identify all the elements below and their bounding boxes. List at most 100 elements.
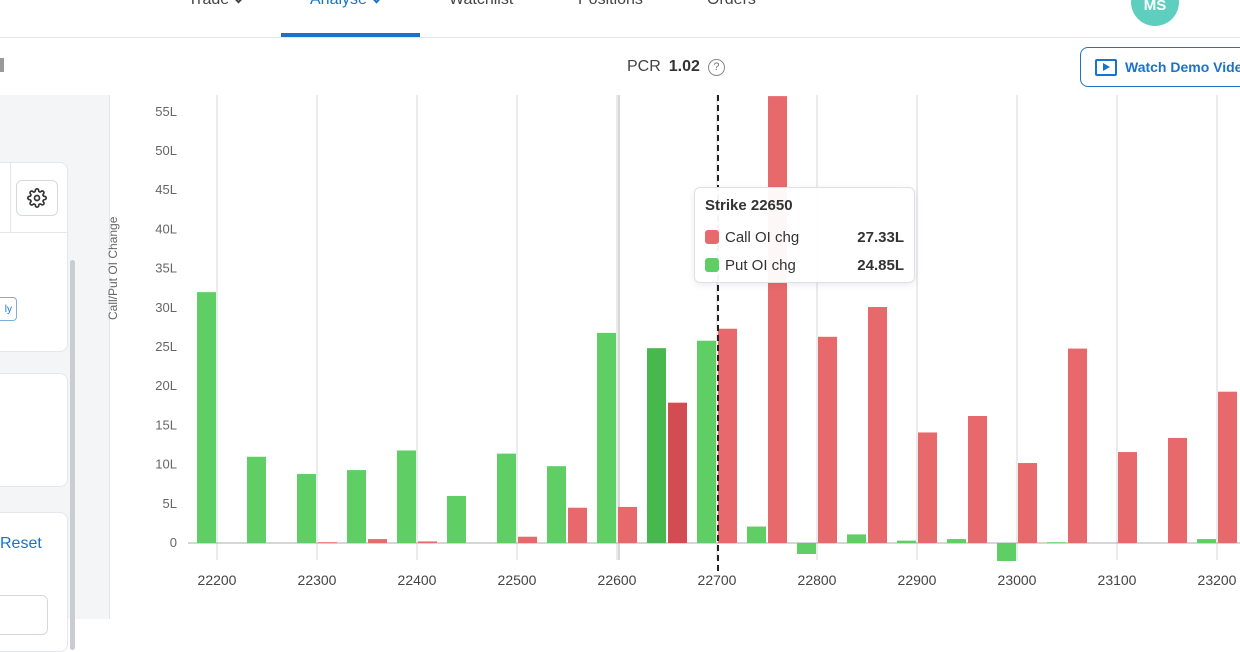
call-bar [768,96,787,544]
filter-tag-button[interactable]: ly [0,297,17,321]
put-bar [397,450,416,543]
y-tick-label: 25L [155,339,177,354]
call-bar [618,506,637,543]
divider [10,162,11,232]
y-tick-label: 10L [155,457,177,472]
x-tick-label: 22900 [898,572,937,588]
call-bar [1118,452,1137,543]
nav-watchlist[interactable]: Watchlist [449,0,513,10]
x-tick-label: 23100 [1098,572,1137,588]
nav-trade[interactable]: Trade [188,0,244,10]
call-bar [818,336,837,543]
tooltip-row-label: Call OI chg [725,228,800,246]
put-bar [1047,542,1066,544]
put-bar [347,470,366,543]
reset-link[interactable]: Reset [0,535,42,552]
pcr-value: 1.02 [668,58,700,75]
y-tick-label: 45L [155,182,177,197]
x-tick-label: 22500 [498,572,537,588]
tooltip-row-call: Call OI chg 27.33L [705,223,904,251]
call-swatch-icon [705,230,719,244]
question-circle-icon[interactable]: ? [707,58,725,76]
nav-trade-label: Trade [188,0,229,9]
play-video-icon [1095,58,1117,76]
y-tick-label: 55L [155,104,177,119]
y-tick-label: 15L [155,417,177,432]
nav-orders[interactable]: Orders [707,0,756,10]
put-bar [747,526,766,543]
active-tab-indicator [281,33,420,37]
y-tick-label: 5L [163,496,177,511]
call-bar [918,432,937,543]
toolbar [0,39,1240,95]
x-tick-label: 22200 [198,572,237,588]
nav-positions-label: Positions [578,0,643,9]
nav-orders-label: Orders [707,0,756,9]
y-tick-label: 50L [155,143,177,158]
scrollbar[interactable] [70,260,75,650]
call-bar [968,415,987,543]
chevron-down-icon [371,0,382,3]
put-bar [797,543,816,554]
tooltip-row-value: 27.33L [857,228,904,246]
put-bar [947,539,966,543]
panel-input[interactable] [0,595,48,635]
filter-tag-label: ly [4,303,12,315]
panel-card [0,373,68,487]
chevron-down-icon [233,0,244,3]
nav-analyse-label: Analyse [310,0,367,9]
pcr-indicator: PCR 1.02 ? [627,58,725,76]
call-bar [568,507,587,543]
chart-tooltip: Strike 22650 Call OI chg 27.33L Put OI c… [694,187,915,283]
tooltip-row-put: Put OI chg 24.85L [705,251,904,279]
call-bar [718,328,737,543]
put-bar [197,292,216,543]
call-bar [668,402,687,543]
avatar[interactable]: MS [1131,0,1179,26]
tooltip-title: Strike 22650 [705,197,793,214]
watch-demo-video-button[interactable]: Watch Demo Video [1080,47,1240,87]
call-bar [1168,437,1187,543]
y-tick-label: 20L [155,378,177,393]
y-tick-label: 30L [155,300,177,315]
put-bar [697,340,716,543]
put-bar [647,348,666,543]
call-bar [418,541,437,543]
truncated-label [0,58,4,72]
y-tick-label: 35L [155,261,177,276]
put-bar [597,332,616,543]
put-swatch-icon [705,258,719,272]
tooltip-row-value: 24.85L [857,256,904,274]
y-tick-label: 0 [170,535,177,550]
call-bar [368,539,387,543]
gear-icon [27,188,47,208]
nav-analyse[interactable]: Analyse [310,0,382,10]
call-bar [518,536,537,543]
oi-change-chart: 0 5L 10L 15L 20L 25L 30L 35L 40L 45L 50L 55L 22200 22… [155,95,1240,588]
tooltip-row-label: Put OI chg [725,256,796,274]
put-bar [297,474,316,543]
watch-demo-label: Watch Demo Video [1125,59,1240,75]
y-tick-label: 40L [155,221,177,236]
settings-button[interactable] [16,180,58,216]
put-bar [847,534,866,543]
x-tick-label: 22700 [698,572,737,588]
put-bar [497,453,516,543]
call-bar [1018,463,1037,543]
put-bar [1197,539,1216,543]
call-bar [1218,391,1237,543]
call-bar [1068,348,1087,543]
nav-positions[interactable]: Positions [578,0,643,10]
avatar-initials: MS [1143,0,1167,14]
top-nav: Trade Analyse Watchlist Positions Orders… [0,0,1240,38]
put-bar [447,495,466,543]
call-bar [318,542,337,544]
x-tick-label: 22300 [298,572,337,588]
put-bar [897,540,916,543]
divider [0,232,68,233]
put-bar [547,466,566,543]
pcr-label: PCR [627,58,661,75]
call-bar [868,307,887,543]
y-axis-label: Call/Put OI Change [106,216,120,320]
put-bar [247,456,266,543]
